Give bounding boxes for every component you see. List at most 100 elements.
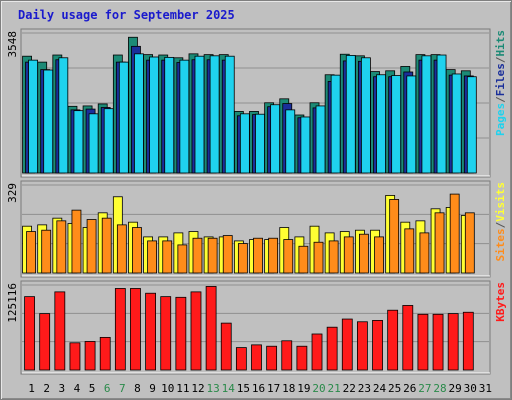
bar-sites-day-8	[132, 227, 142, 274]
x-tick-label-day-4: 4	[74, 382, 81, 395]
x-tick-label-day-28: 28	[433, 382, 446, 395]
bar-pages-day-30	[466, 76, 477, 174]
bar-pages-day-15	[239, 113, 250, 174]
bar-sites-day-13	[207, 237, 218, 274]
bar-sites-day-28	[434, 212, 445, 274]
chart-title: Daily usage for September 2025	[18, 8, 235, 22]
x-tick-label-day-21: 21	[328, 382, 341, 395]
bar-kbytes-day-24	[372, 320, 383, 371]
bar-kbytes-day-2	[39, 313, 51, 371]
bar-kbytes-day-23	[357, 321, 368, 371]
x-tick-label-day-3: 3	[59, 382, 66, 395]
bar-sites-day-11	[177, 244, 188, 274]
bar-pages-day-3	[58, 57, 69, 174]
x-tick-label-day-9: 9	[149, 382, 156, 395]
bar-kbytes-day-6	[99, 336, 111, 371]
x-tick-label-day-14: 14	[222, 382, 236, 395]
x-tick-label-day-24: 24	[373, 382, 387, 395]
bar-pages-day-2	[43, 69, 54, 174]
x-tick-label-day-13: 13	[206, 382, 219, 395]
bar-kbytes-day-19	[296, 345, 308, 371]
bar-sites-day-2	[41, 229, 52, 274]
bar-kbytes-day-29	[447, 313, 459, 371]
bar-pages-day-20	[315, 105, 326, 174]
bar-kbytes-day-26	[402, 305, 414, 371]
bar-sites-day-17	[268, 237, 279, 274]
x-tick-label-day-16: 16	[252, 382, 265, 395]
bar-pages-day-29	[451, 73, 462, 174]
bar-pages-day-23	[361, 57, 371, 174]
panel-top-ymax-label: 3548	[6, 31, 19, 58]
bar-pages-day-19	[300, 116, 311, 174]
bar-pages-day-26	[406, 75, 417, 174]
bar-kbytes-day-28	[432, 313, 444, 371]
x-tick-label-day-10: 10	[161, 382, 174, 395]
bar-sites-day-26	[404, 228, 415, 274]
x-tick-label-day-12: 12	[191, 382, 204, 395]
bar-pages-day-16	[255, 113, 265, 174]
bar-kbytes-day-25	[387, 309, 399, 371]
bar-pages-day-18	[285, 109, 296, 174]
bar-kbytes-day-13	[205, 286, 217, 371]
bar-kbytes-day-9	[145, 292, 156, 371]
bar-sites-day-27	[419, 232, 430, 274]
panel-top-legend: Pages/Files/Hits	[494, 30, 507, 136]
legend-entry: Pages	[494, 103, 507, 136]
legend-entry: /	[494, 56, 507, 63]
bar-sites-day-9	[147, 240, 157, 274]
bar-sites-day-16	[253, 237, 263, 274]
bar-pages-day-17	[270, 104, 281, 174]
x-tick-label-day-5: 5	[89, 382, 96, 395]
bar-pages-day-8	[134, 53, 144, 174]
x-tick-label-day-26: 26	[403, 382, 416, 395]
bar-sites-day-30	[464, 212, 475, 274]
bar-sites-day-6	[101, 217, 112, 274]
bar-sites-day-21	[328, 240, 339, 274]
x-tick-label-day-31: 31	[479, 382, 492, 395]
panel-bottom-legend: KBytes	[494, 282, 507, 322]
bar-sites-day-24	[374, 236, 384, 274]
bar-pages-day-21	[330, 74, 341, 174]
bar-pages-day-28	[436, 54, 447, 174]
bar-pages-day-25	[391, 75, 402, 174]
x-tick-label-day-18: 18	[282, 382, 295, 395]
bar-pages-day-14	[224, 55, 235, 174]
legend-entry: /	[494, 221, 507, 228]
bar-sites-day-22	[343, 236, 354, 274]
x-tick-label-day-30: 30	[464, 382, 477, 395]
bar-sites-day-14	[222, 235, 233, 274]
bar-kbytes-day-21	[326, 326, 338, 371]
x-tick-label-day-8: 8	[134, 382, 141, 395]
bar-pages-day-6	[103, 108, 114, 174]
bar-kbytes-day-14	[220, 322, 232, 371]
bar-pages-day-12	[194, 55, 205, 174]
x-tick-label-day-19: 19	[297, 382, 310, 395]
bar-kbytes-day-12	[190, 291, 202, 371]
legend-entry: Visits	[494, 182, 507, 222]
bar-sites-day-7	[116, 224, 127, 274]
bar-pages-day-5	[88, 113, 99, 174]
legend-entry: Hits	[494, 30, 507, 57]
x-tick-label-day-15: 15	[237, 382, 250, 395]
legend-entry: KBytes	[494, 282, 507, 322]
x-tick-label-day-6: 6	[104, 382, 111, 395]
x-tick-label-day-17: 17	[267, 382, 280, 395]
bar-sites-day-18	[283, 239, 294, 274]
bar-kbytes-day-3	[54, 291, 66, 371]
bar-sites-day-19	[298, 245, 309, 274]
bar-kbytes-day-22	[341, 318, 353, 371]
x-tick-label-day-23: 23	[358, 382, 371, 395]
bar-pages-day-13	[209, 55, 220, 174]
legend-entry: /	[494, 96, 507, 103]
bar-sites-day-12	[192, 237, 203, 274]
bar-kbytes-day-30	[462, 311, 474, 371]
bar-pages-day-4	[73, 110, 84, 174]
x-tick-label-day-1: 1	[28, 382, 35, 395]
bar-pages-day-11	[179, 59, 190, 174]
bar-pages-day-7	[118, 61, 129, 174]
bar-sites-day-25	[389, 199, 400, 274]
bar-sites-day-15	[237, 243, 248, 274]
bar-sites-day-10	[162, 240, 173, 274]
bar-kbytes-day-20	[311, 333, 323, 371]
bar-pages-day-24	[376, 74, 386, 174]
